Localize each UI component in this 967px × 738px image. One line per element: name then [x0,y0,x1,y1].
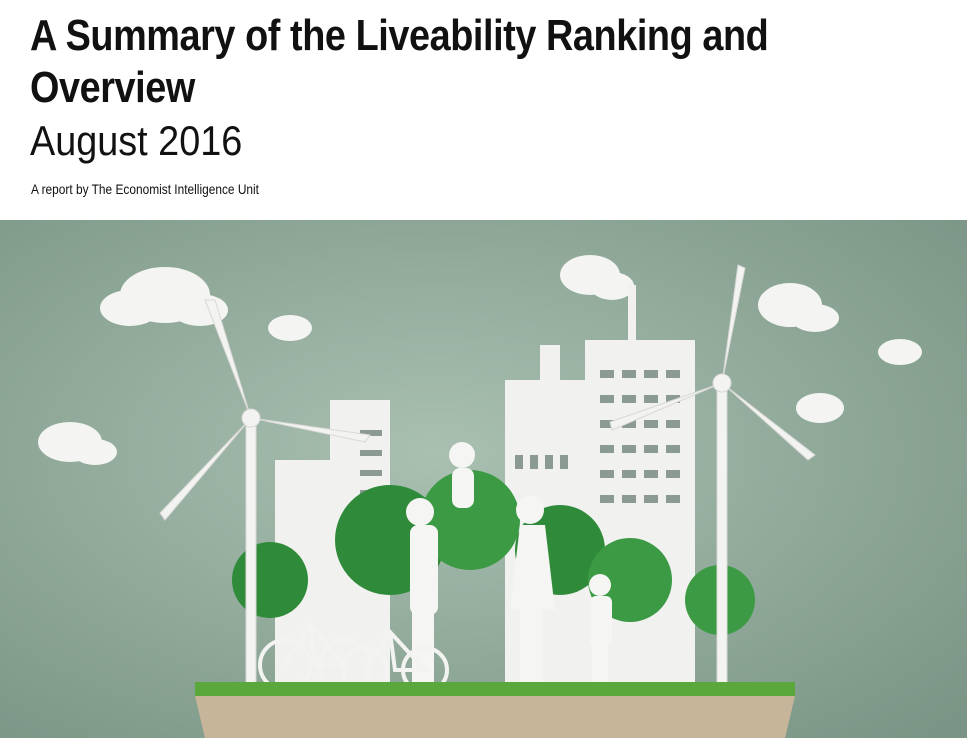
family-part [590,596,612,646]
windows-part [666,445,680,453]
family-part [449,442,475,468]
wind-turbines-part [721,264,746,384]
windows-part [530,455,538,469]
windows-part [622,495,636,503]
buildings-part [540,345,560,385]
windows-part [644,420,658,428]
clouds-part [268,315,312,341]
trees-part [420,470,520,570]
family-part [452,468,474,508]
clouds-part [100,290,160,326]
windows-part [600,420,614,428]
windows-part [644,370,658,378]
windows-part [600,370,614,378]
windows-part [666,470,680,478]
family-part [510,525,555,610]
windows-part [360,450,382,456]
windows-part [622,420,636,428]
wind-turbines [159,264,816,691]
windows-part [600,495,614,503]
date: August 2016 [30,117,243,164]
windows-part [360,430,382,436]
wind-turbines-part [241,408,261,428]
wind-turbines-part [245,419,257,691]
windows-part [644,470,658,478]
windows-part [622,370,636,378]
family-part [410,525,438,615]
wind-turbines-part [721,382,816,461]
windows-part [560,455,568,469]
windows-part [666,370,680,378]
family-part [520,610,542,690]
clouds-part [590,272,634,300]
ground [195,696,795,738]
windows-part [644,445,658,453]
title-line: A Summary of the Liveability Ranking and [30,11,769,60]
title-line: Overview [30,63,195,112]
wind-turbines-part [716,384,728,691]
windows-part [600,445,614,453]
windows-part [666,420,680,428]
trees-part [232,542,308,618]
windows-part [622,395,636,403]
ground-part [195,696,795,738]
windows-part [644,395,658,403]
clouds-part [878,339,922,365]
windows-part [622,470,636,478]
wind-turbines-part [712,373,732,393]
windows-part [622,445,636,453]
windows-part [644,495,658,503]
bicycles-part [283,621,350,667]
windows-part [600,470,614,478]
family-part [589,574,611,596]
byline: A report by The Economist Intelligence U… [31,181,259,197]
family-part [592,644,608,690]
grass [195,682,795,698]
bicycles [258,621,449,694]
bicycles-part [363,628,430,672]
title: A Summary of the Liveability Ranking and… [30,10,769,114]
wind-turbines-part [250,417,371,443]
windows-part [600,395,614,403]
clouds-part [791,304,839,332]
clouds-part [796,393,844,423]
clouds-part [73,439,117,465]
windows-part [545,455,553,469]
cover-illustration [0,220,967,738]
grass-part [195,682,795,698]
clouds [38,255,922,465]
windows-part [666,495,680,503]
wind-turbines-part [609,382,723,431]
windows-part [360,470,382,476]
windows-part [515,455,523,469]
family-part [406,498,434,526]
wind-turbines-part [204,299,252,419]
buildings-part [628,285,636,345]
wind-turbines-part [159,417,252,521]
family-part [516,496,544,524]
windows-part [666,395,680,403]
